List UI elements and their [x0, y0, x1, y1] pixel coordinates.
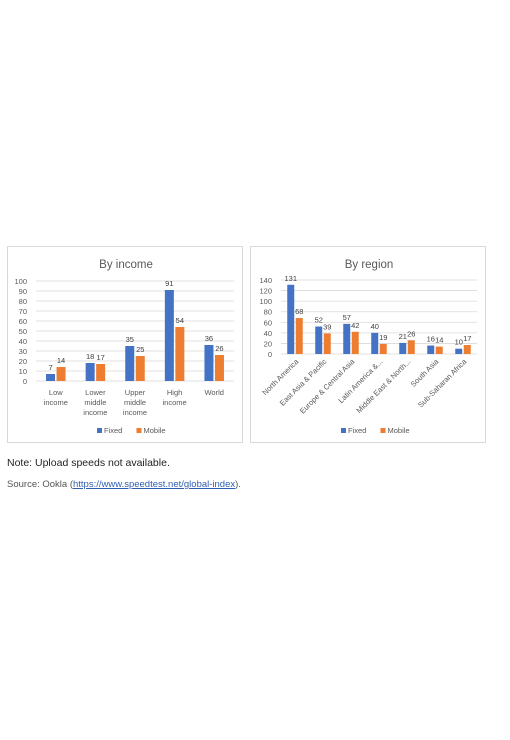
region-title: By region — [345, 259, 394, 271]
region-bar-mobile — [351, 331, 359, 354]
income-category-label: Lower middle income — [83, 388, 107, 417]
income-category-label: Upper middle income — [123, 388, 147, 417]
income-y-tick-label: 0 — [23, 377, 27, 386]
income-y-tick-label: 10 — [19, 367, 27, 376]
source-suffix: ). — [235, 479, 241, 490]
income-y-tick-label: 60 — [19, 317, 27, 326]
region-y-tick-label: 20 — [264, 339, 272, 348]
region-data-label: 52 — [315, 316, 323, 325]
region-data-label: 26 — [407, 329, 415, 338]
region-data-label: 39 — [323, 322, 331, 331]
income-data-label: 26 — [215, 344, 223, 353]
source-line: Source: Ookla (https://www.speedtest.net… — [7, 479, 241, 490]
income-bar-fixed — [85, 363, 95, 381]
region-data-label: 16 — [427, 335, 435, 344]
region-legend-label: Fixed — [348, 426, 366, 435]
region-y-tick-label: 140 — [259, 276, 272, 285]
region-category-label: Middle East & North... — [354, 357, 412, 415]
income-y-tick-label: 40 — [19, 337, 27, 346]
income-bar-mobile — [175, 327, 185, 381]
income-legend-label: Fixed — [104, 426, 122, 435]
income-y-tick-label: 20 — [19, 357, 27, 366]
income-category-label: High income — [163, 388, 187, 407]
income-y-tick-label: 100 — [14, 277, 27, 286]
region-bar-mobile — [407, 340, 415, 354]
income-data-label: 25 — [136, 345, 144, 354]
region-data-label: 68 — [295, 307, 303, 316]
income-bar-fixed — [164, 290, 174, 381]
region-y-tick-label: 60 — [264, 318, 272, 327]
source-prefix: Source: Ookla ( — [7, 479, 73, 490]
region-y-tick-label: 0 — [268, 350, 272, 359]
region-bar-fixed — [287, 284, 295, 354]
region-y-tick-label: 40 — [264, 329, 272, 338]
income-bar-mobile — [96, 364, 106, 381]
region-data-label: 14 — [435, 336, 443, 345]
income-category-label: Low income — [44, 388, 68, 407]
income-title: By income — [99, 259, 153, 271]
income-y-tick-label: 80 — [19, 297, 27, 306]
region-bar-fixed — [315, 326, 323, 354]
region-chart-panel: By region 0 20 40 60 80 100 120 140 131 68 North Am… — [250, 246, 486, 443]
income-data-label: 54 — [176, 316, 184, 325]
income-category-label: World — [204, 388, 223, 397]
income-data-label: 14 — [57, 356, 65, 365]
income-data-label: 91 — [165, 279, 173, 288]
region-legend-label: Mobile — [388, 426, 410, 435]
chart-note: Note: Upload speeds not available. — [7, 457, 170, 469]
income-bar-fixed — [204, 345, 214, 381]
region-bar-mobile — [323, 333, 331, 354]
income-y-tick-label: 70 — [19, 307, 27, 316]
income-legend-swatch-mobile — [136, 428, 142, 433]
region-y-tick-label: 80 — [264, 308, 272, 317]
region-y-tick-label: 120 — [259, 287, 272, 296]
region-bar-mobile — [463, 345, 471, 354]
income-y-tick-label: 50 — [19, 327, 27, 336]
region-data-label: 40 — [371, 322, 379, 331]
region-data-label: 131 — [284, 274, 297, 283]
income-y-tick-label: 90 — [19, 287, 27, 296]
region-data-label: 10 — [455, 338, 463, 347]
region-legend-swatch-mobile — [380, 428, 386, 433]
region-bar-fixed — [343, 323, 351, 354]
income-bar-fixed — [125, 346, 135, 381]
income-data-label: 36 — [205, 334, 213, 343]
region-bar-mobile — [435, 346, 443, 354]
region-bar-fixed — [427, 345, 435, 354]
income-bar-mobile — [135, 356, 145, 381]
income-bar-mobile — [214, 355, 224, 381]
income-legend-label: Mobile — [144, 426, 166, 435]
income-chart-panel: By income 0 10 20 30 40 50 60 70 80 90 100 7 14 Low inc… — [7, 246, 243, 443]
region-data-label: 17 — [463, 334, 471, 343]
region-data-label: 42 — [351, 321, 359, 330]
income-data-label: 17 — [96, 353, 104, 362]
region-bar-fixed — [371, 332, 379, 354]
income-y-tick-label: 30 — [19, 347, 27, 356]
income-data-label: 35 — [126, 335, 134, 344]
income-bar-mobile — [56, 367, 66, 381]
region-legend-swatch-fixed — [341, 428, 346, 433]
region-bar-fixed — [399, 342, 407, 354]
region-bar-fixed — [455, 348, 463, 354]
income-legend-swatch-fixed — [97, 428, 102, 433]
region-bar-mobile — [295, 318, 303, 354]
region-data-label: 57 — [343, 313, 351, 322]
region-data-label: 19 — [379, 333, 387, 342]
region-bar-mobile — [379, 343, 387, 354]
income-bar-fixed — [46, 374, 56, 381]
income-data-label: 18 — [86, 352, 94, 361]
source-link[interactable]: https://www.speedtest.net/global-index — [73, 479, 236, 490]
region-y-tick-label: 100 — [259, 297, 272, 306]
income-data-label: 7 — [48, 363, 52, 372]
region-category-label: Sub-Saharan Africa — [416, 356, 469, 409]
region-data-label: 21 — [399, 332, 407, 341]
